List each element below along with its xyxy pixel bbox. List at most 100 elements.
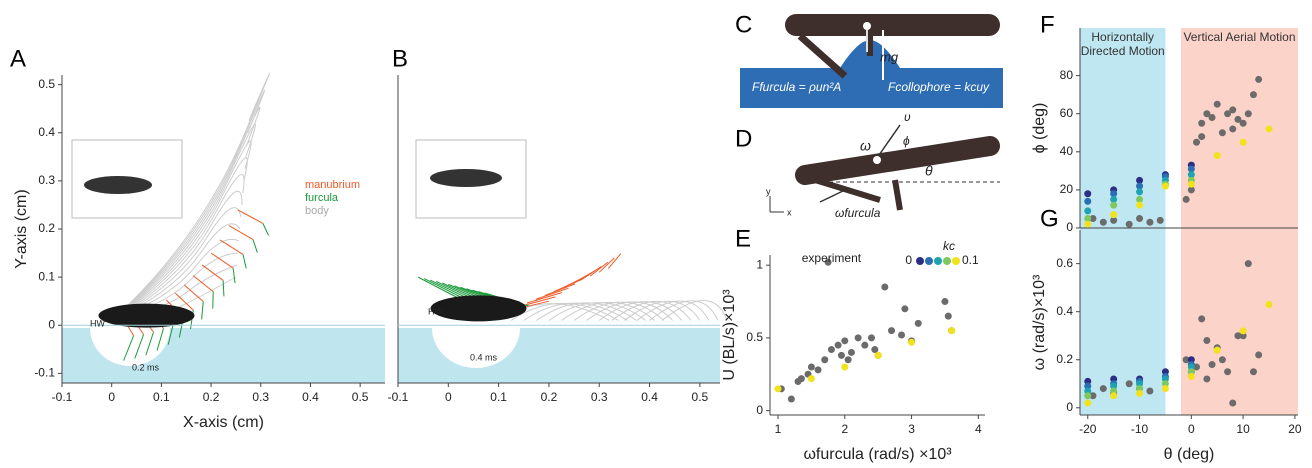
point (821, 356, 829, 364)
furcula-trace (252, 239, 258, 253)
y-tick-label: 0.6 (1056, 256, 1073, 270)
cavity (90, 328, 170, 366)
kc-swatch (916, 257, 924, 265)
y-tick-label: 0 (1066, 400, 1073, 414)
x-tick-label: 0.1 (153, 390, 170, 404)
y-tick-label: 40 (1060, 144, 1074, 158)
point (898, 331, 906, 339)
y-glyph: y (766, 186, 771, 196)
point (1229, 125, 1237, 133)
point (888, 327, 896, 335)
manubrium-trace (210, 252, 234, 269)
point (1229, 399, 1237, 407)
y-tick-label: 0.3 (38, 173, 55, 187)
insect (430, 295, 527, 322)
body-trace (636, 300, 710, 321)
point (1182, 195, 1190, 203)
x-tick-label: -0.1 (388, 390, 409, 404)
point (1084, 377, 1092, 385)
furcula-trace (201, 301, 204, 320)
y-axis-label: U (BL/s)×10³ (721, 289, 738, 381)
point (861, 341, 869, 349)
body-trace (624, 300, 701, 321)
point (1161, 385, 1169, 393)
point (1125, 220, 1133, 228)
y-tick-label: 0 (48, 317, 55, 331)
point (1161, 375, 1169, 383)
furcula-trace (145, 331, 154, 356)
body-trace (661, 299, 728, 321)
point (1110, 387, 1118, 395)
point (1110, 375, 1118, 383)
point (834, 341, 842, 349)
annotation: HW (428, 306, 443, 316)
point (1182, 356, 1190, 364)
manubrium-trace (237, 209, 264, 224)
point (1084, 382, 1092, 390)
kc-swatch (934, 257, 942, 265)
point (1265, 300, 1273, 308)
point (1084, 220, 1092, 228)
point (1234, 115, 1242, 123)
point (1229, 106, 1237, 114)
x-tick-label: 2 (841, 422, 848, 436)
furcula-trace (156, 328, 164, 351)
point (837, 351, 845, 359)
point (1110, 201, 1118, 209)
furcula-trace (242, 254, 247, 269)
point (1213, 100, 1221, 108)
body-trace (111, 207, 242, 321)
point (1089, 392, 1097, 400)
x-tick-label: 1 (775, 422, 782, 436)
point (1244, 110, 1252, 118)
x-tick-label: 0 (1188, 422, 1195, 436)
point (1203, 375, 1211, 383)
point (807, 363, 815, 371)
point (901, 305, 909, 313)
point (844, 356, 852, 364)
body-trace (598, 301, 683, 321)
point (1110, 382, 1118, 390)
x-axis-label: ωfurcula (rad/s) ×10³ (803, 446, 952, 463)
leg (892, 179, 903, 211)
y-tick-label: 80 (1060, 68, 1074, 82)
point (1255, 75, 1263, 83)
point (1161, 380, 1169, 388)
legend-entry: manubrium (305, 179, 360, 191)
point (1136, 389, 1144, 397)
region (1180, 28, 1298, 415)
cavity (432, 328, 520, 368)
point (1198, 133, 1206, 141)
y-tick-label: 0.4 (1056, 304, 1073, 318)
y-tick-label: 0.4 (38, 125, 55, 139)
point (948, 327, 956, 335)
manubrium-trace (183, 284, 204, 302)
x-tick-label: 20 (1288, 422, 1302, 436)
manubrium-trace (201, 264, 224, 281)
x-tick-label: 0.5 (352, 390, 369, 404)
cg (863, 22, 871, 30)
x-tick-label: -20 (1079, 422, 1097, 436)
point (941, 298, 949, 306)
point (944, 312, 952, 320)
point (1255, 351, 1263, 359)
water (740, 40, 1003, 108)
panel-label: C (735, 11, 752, 38)
point (1198, 315, 1206, 323)
point (1084, 190, 1092, 198)
x-tick-label: 4 (975, 422, 982, 436)
manubrium-trace (192, 275, 214, 292)
point (1146, 387, 1154, 395)
y-tick-label: 0.5 (38, 77, 55, 91)
point (797, 375, 805, 383)
point (847, 348, 855, 356)
point (1239, 138, 1247, 146)
point (1089, 214, 1097, 222)
manubrium-trace (535, 287, 569, 300)
point (1084, 387, 1092, 395)
point (1203, 337, 1211, 345)
panel-label: F (1040, 11, 1055, 38)
x-tick-label: 0.4 (641, 390, 658, 404)
point (1110, 195, 1118, 203)
y-tick-label: 0.1 (38, 269, 55, 283)
